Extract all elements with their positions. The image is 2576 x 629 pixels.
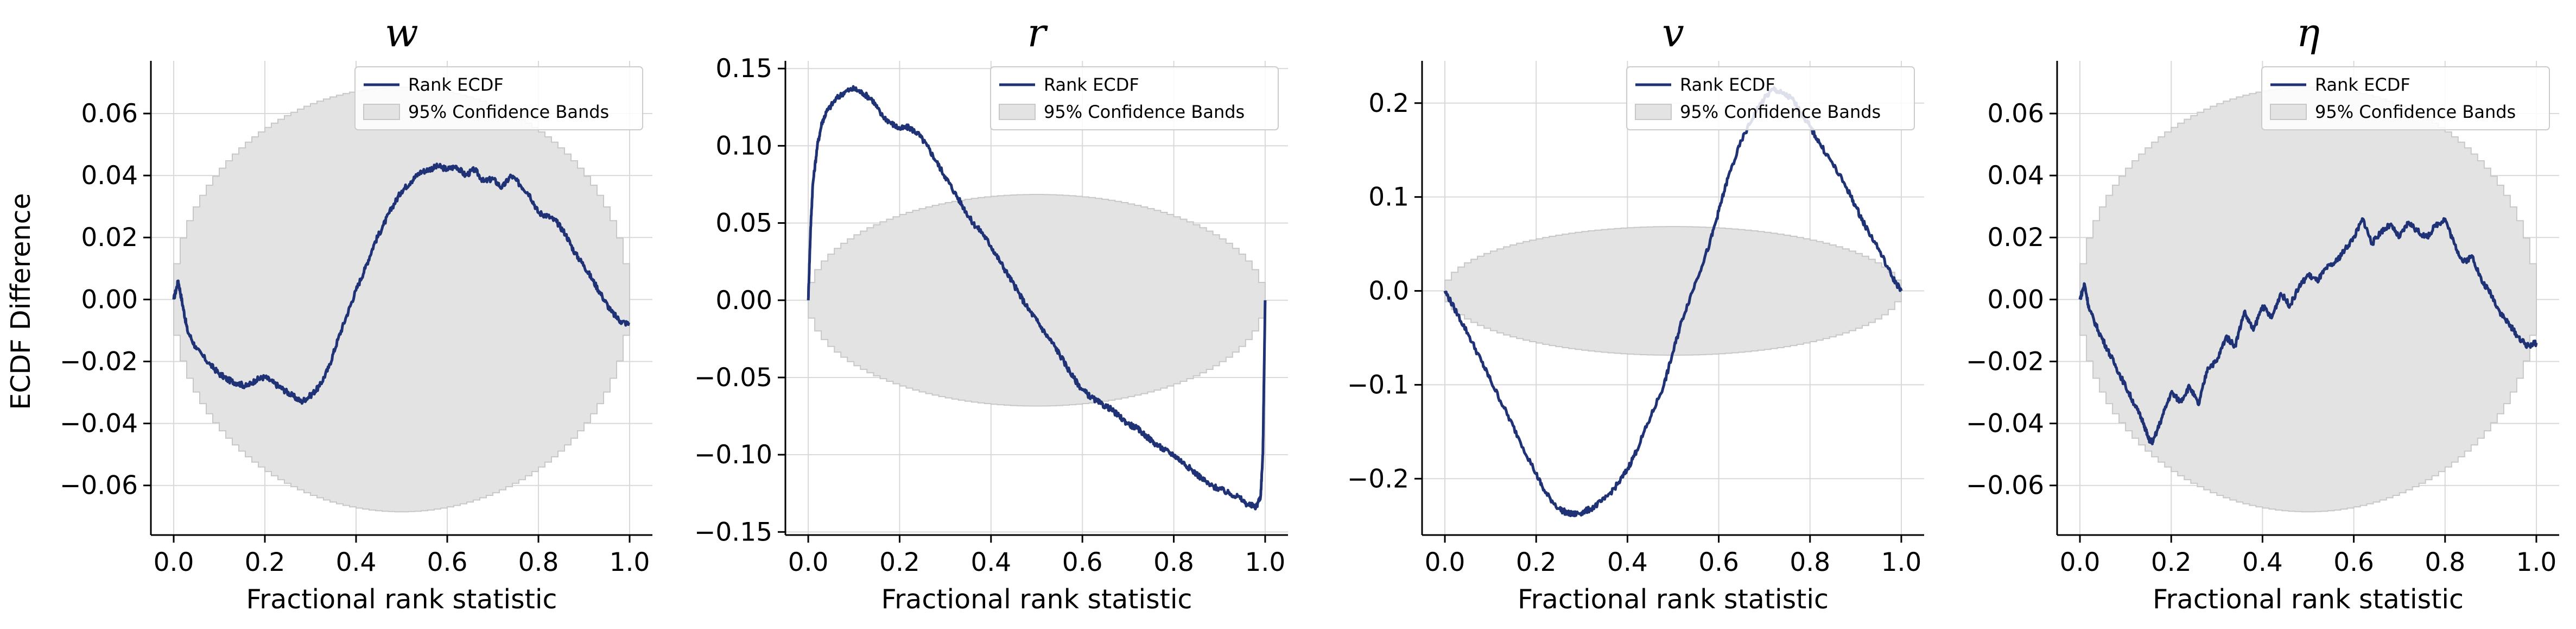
panel-2-y-tick-label: −0.15 — [694, 517, 772, 547]
panel-4-legend-band-swatch — [2270, 104, 2307, 120]
panel-3-y-tick-label: −0.1 — [1347, 370, 1409, 400]
panel-3-y-tick-label: 0.0 — [1368, 276, 1409, 306]
panel-3-y-tick-label: 0.2 — [1368, 89, 1409, 118]
panel-1-x-tick-label: 0.0 — [154, 548, 194, 577]
panel-4-title: η — [2296, 10, 2320, 55]
panel-1-y-tick-label: 0.04 — [81, 161, 138, 191]
panel-1-x-tick-label: 0.4 — [336, 548, 377, 577]
panel-3-legend-band-swatch — [1635, 104, 1672, 120]
panel-1-y-tick-label: −0.02 — [60, 347, 138, 376]
panel-2-x-tick-label: 0.8 — [1153, 548, 1194, 577]
panel-4-series-line-1 — [2078, 217, 2538, 445]
panel-4-y-tick-label: −0.04 — [1966, 409, 2044, 439]
panel-2-y-tick-label: 0.15 — [715, 54, 772, 84]
chart-panel-1: 0.0 0.2 0.4 0.6 0.8 1.0 −0.06 −0.04 −0.02 0.00 0.0… — [60, 10, 652, 615]
panel-4-x-tick-label: 0.4 — [2242, 548, 2283, 577]
panel-1-legend-box — [354, 66, 643, 130]
panel-1-y-tick-label: 0.06 — [81, 99, 138, 129]
panel-4-y-tick-label: −0.06 — [1966, 471, 2044, 501]
panel-2-x-tick-label: 0.6 — [1062, 548, 1103, 577]
panel-1-x-tick-label: 1.0 — [610, 548, 650, 577]
panel-1-y-tick-label: −0.06 — [60, 471, 138, 501]
panel-1-legend-entry-rank-ecdf: Rank ECDF — [408, 74, 504, 95]
panel-2-legend-entry-rank-ecdf: Rank ECDF — [1044, 74, 1139, 95]
panel-2-x-tick-label: 0.0 — [788, 548, 829, 577]
panel-4-confidence-band — [2079, 86, 2537, 513]
panel-1-title: w — [385, 10, 418, 55]
panel-2-x-tick-label: 0.2 — [879, 548, 920, 577]
panel-3-x-axis-label: Fractional rank statistic — [1518, 584, 1829, 615]
panel-4-x-tick-label: 0.6 — [2333, 548, 2374, 577]
panel-3-legend-entry-confidence-bands: 95% Confidence Bands — [1680, 102, 1881, 122]
panel-3-x-tick-label: 0.0 — [1425, 548, 1465, 577]
panel-3-legend-box — [1626, 66, 1915, 130]
panel-3-x-tick-label: 1.0 — [1881, 548, 1922, 577]
panel-1-x-tick-label: 0.2 — [245, 548, 285, 577]
panel-3-x-tick-label: 0.8 — [1790, 548, 1830, 577]
panel-4-y-tick-label: −0.02 — [1966, 347, 2044, 376]
panel-2-y-tick-label: 0.00 — [715, 286, 772, 316]
panel-4-y-tick-label: 0.04 — [1987, 161, 2044, 191]
panel-2-x-tick-label: 1.0 — [1245, 548, 1286, 577]
panel-1-legend-band-swatch — [363, 104, 400, 120]
panel-4-x-tick-label: 1.0 — [2516, 548, 2557, 577]
panel-4-legend-box — [2261, 66, 2550, 130]
panel-1-confidence-band — [173, 86, 630, 513]
panel-2-y-tick-label: −0.05 — [694, 363, 772, 393]
panel-1-y-tick-label: −0.04 — [60, 409, 138, 439]
panel-2-legend-box — [990, 66, 1279, 130]
chart-panel-3: 0.0 0.2 0.4 0.6 0.8 1.0 −0.2 −0.1 0.0 0.1 0.2 v Frac… — [1347, 10, 1924, 615]
panel-1-x-tick-label: 0.6 — [427, 548, 468, 577]
panel-4-y-tick-label: 0.02 — [1987, 223, 2044, 253]
panel-1-y-tick-label: 0.00 — [81, 285, 138, 314]
chart-panel-4: 0.0 0.2 0.4 0.6 0.8 1.0 −0.06 −0.04 −0.02 0.00 0.0… — [1966, 10, 2559, 615]
panel-4-x-tick-label: 0.2 — [2151, 548, 2192, 577]
panel-3-x-tick-label: 0.6 — [1698, 548, 1739, 577]
panel-1-y-tick-label: 0.02 — [81, 223, 138, 253]
panel-3-y-tick-label: −0.2 — [1347, 464, 1409, 494]
panel-2-confidence-band — [808, 194, 1266, 407]
panel-4-x-axis-label: Fractional rank statistic — [2153, 584, 2464, 615]
panel-4-y-tick-label: 0.06 — [1987, 99, 2044, 129]
panel-2-title: r — [1027, 10, 1048, 55]
panel-3-title: v — [1662, 10, 1684, 55]
panel-2-legend-band-swatch — [999, 104, 1036, 120]
panel-3-y-tick-label: 0.1 — [1368, 183, 1409, 212]
panel-4-y-tick-label: 0.00 — [1987, 285, 2044, 314]
panel-3-confidence-band — [1444, 226, 1902, 356]
panel-1-x-tick-label: 0.8 — [518, 548, 559, 577]
panel-2-y-tick-label: 0.05 — [715, 209, 772, 238]
panel-1-series-line-1 — [172, 162, 631, 405]
panel-3-x-tick-label: 0.2 — [1516, 548, 1557, 577]
panel-3-series-line-1 — [1443, 86, 1903, 518]
panel-2-x-tick-label: 0.4 — [970, 548, 1011, 577]
panel-3-x-tick-label: 0.4 — [1607, 548, 1648, 577]
panel-2-y-tick-label: −0.10 — [694, 440, 772, 470]
panel-4-x-tick-label: 0.0 — [2060, 548, 2101, 577]
panel-1-legend-entry-confidence-bands: 95% Confidence Bands — [408, 102, 609, 122]
panel-1-x-axis-label: Fractional rank statistic — [246, 584, 557, 615]
panel-4-legend-entry-rank-ecdf: Rank ECDF — [2315, 74, 2410, 95]
panel-2-y-tick-label: 0.10 — [715, 131, 772, 161]
panel-4-legend-entry-confidence-bands: 95% Confidence Bands — [2315, 102, 2516, 122]
chart-panel-2: 0.0 0.2 0.4 0.6 0.8 1.0 −0.15 −0.10 −0.05 0.00 0.0… — [694, 10, 1288, 615]
panel-2-series-line-1 — [807, 85, 1267, 511]
shared-y-axis-label: ECDF Difference — [5, 193, 36, 410]
panel-2-legend-entry-confidence-bands: 95% Confidence Bands — [1044, 102, 1245, 122]
panel-4-x-tick-label: 0.8 — [2425, 548, 2465, 577]
panel-2-x-axis-label: Fractional rank statistic — [881, 584, 1192, 615]
panel-3-legend-entry-rank-ecdf: Rank ECDF — [1680, 74, 1775, 95]
